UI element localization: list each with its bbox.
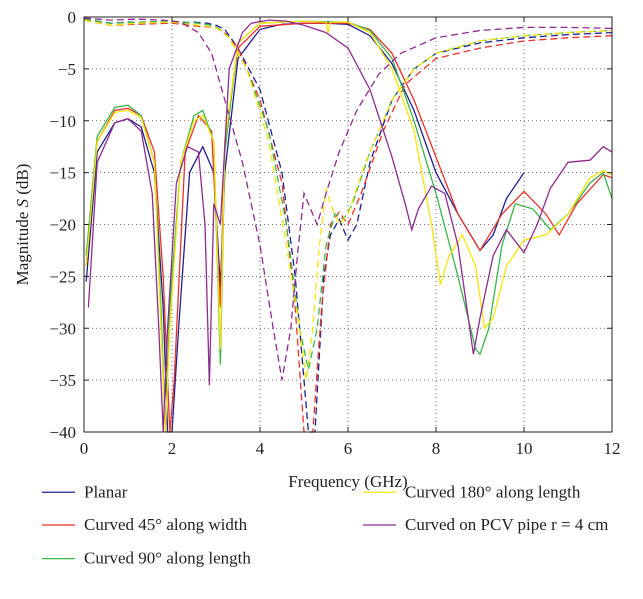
axis-ticks: 0 2 4 6 8 10 12 0 −5 −10 −15 −20 −25 −30 −35 −40 [49,8,620,458]
x-axis-label: Frequency (GHz) [288,472,407,491]
legend-item-planar: Planar [42,482,128,501]
y-tick-label: −40 [49,423,76,442]
y-axis-label: Magnitude S (dB) [13,164,32,286]
y-tick-label: −5 [58,60,76,79]
x-tick-label: 10 [516,439,533,458]
legend-label-curved-45: Curved 45° along width [84,515,248,534]
series-4-s21-line [83,17,613,381]
y-tick-label: 0 [68,8,77,27]
y-axis-label-suffix: (dB) [13,164,32,199]
legend-label-curved-90: Curved 90° along length [84,549,251,568]
series-2-s21-line [83,18,613,370]
y-tick-label: −35 [49,371,76,390]
series-1-s11-line [85,22,613,433]
x-tick-label: 8 [432,439,441,458]
x-tick-label: 2 [168,439,177,458]
legend-item-curved-90: Curved 90° along length [42,549,251,568]
y-axis-label-prefix: Magnitude [13,208,32,286]
series-lines [83,17,613,433]
legend: Planar Curved 45° along width Curved 90°… [42,482,608,568]
y-tick-label: −10 [49,112,76,131]
legend-item-curved-180: Curved 180° along length [363,482,581,501]
y-axis-label-variable: S [13,199,32,208]
x-tick-label: 4 [256,439,265,458]
series-3-s21-line [83,19,613,381]
x-tick-label: 6 [344,439,353,458]
x-tick-label: 0 [80,439,89,458]
y-tick-label: −30 [49,319,76,338]
legend-item-pcv-pipe: Curved on PCV pipe r = 4 cm [363,515,608,534]
series-3-s11-line [85,20,613,433]
y-tick-label: −20 [49,216,76,235]
legend-label-curved-180: Curved 180° along length [405,482,581,501]
series-4-s11-line [87,19,613,433]
series-0-s11-line [85,22,525,433]
legend-item-curved-45: Curved 45° along width [42,515,248,534]
x-tick-label: 12 [604,439,621,458]
y-tick-label: −25 [49,267,76,286]
legend-label-planar: Planar [84,482,128,501]
y-tick-label: −15 [49,164,76,183]
legend-label-pcv-pipe: Curved on PCV pipe r = 4 cm [405,515,608,534]
